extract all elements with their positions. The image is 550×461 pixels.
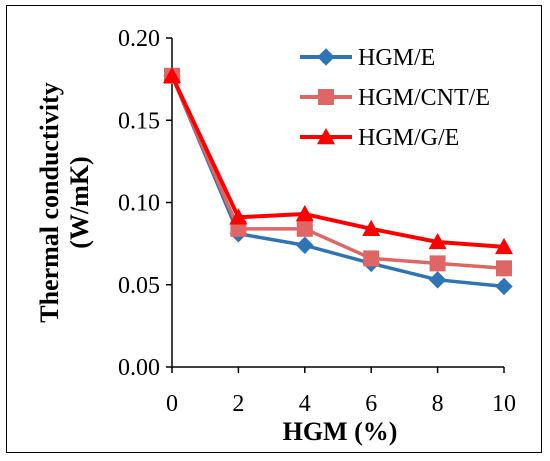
data-point bbox=[296, 220, 313, 237]
axes bbox=[166, 37, 505, 373]
axis-labels: 0.00 0.05 0.10 0.15 0.20 0 2 4 6 8 10 HGM (%) Therma… bbox=[35, 26, 516, 446]
x-tick-label: 8 bbox=[432, 391, 444, 417]
y-tick-label: 0.20 bbox=[118, 26, 160, 52]
legend-label: HGM/G/E bbox=[358, 125, 459, 151]
legend-marker bbox=[318, 89, 334, 105]
data-point bbox=[495, 237, 513, 255]
y-tick-label: 0.05 bbox=[118, 273, 160, 299]
legend-item: HGM/CNT/E bbox=[300, 85, 490, 111]
data-point bbox=[295, 205, 314, 222]
series-layer bbox=[163, 66, 513, 296]
x-tick-label: 6 bbox=[365, 391, 377, 417]
x-tick-label: 0 bbox=[166, 391, 178, 417]
y-tick-label: 0.10 bbox=[118, 191, 160, 217]
series-hgm-cnt-e bbox=[164, 67, 512, 277]
data-point bbox=[229, 208, 248, 225]
y-axis-title: Thermal conductivity(W/mK) bbox=[35, 82, 94, 323]
x-tick-label: 10 bbox=[492, 391, 516, 417]
data-point bbox=[429, 255, 446, 272]
data-point bbox=[296, 236, 314, 254]
data-point bbox=[496, 260, 512, 277]
legend-marker bbox=[317, 48, 335, 66]
legend-item: HGM/G/E bbox=[300, 125, 459, 151]
data-point bbox=[428, 232, 447, 250]
data-point bbox=[362, 219, 381, 237]
data-point bbox=[495, 277, 513, 296]
y-tick-label: 0.00 bbox=[118, 355, 160, 381]
legend-label: HGM/E bbox=[358, 45, 435, 71]
data-point bbox=[363, 250, 380, 267]
data-point bbox=[230, 220, 247, 237]
y-axis-title-line: Thermal conductivity bbox=[35, 82, 64, 323]
legend: HGM/E HGM/CNT/E HGM/G/E bbox=[300, 45, 490, 151]
series-hgm-g-e bbox=[163, 66, 513, 255]
y-tick-label: 0.15 bbox=[118, 108, 160, 134]
y-axis-title-line: (W/mK) bbox=[65, 156, 94, 248]
legend-label: HGM/CNT/E bbox=[358, 85, 490, 111]
x-tick-label: 2 bbox=[232, 391, 244, 417]
series-line bbox=[170, 74, 505, 249]
series-line bbox=[170, 75, 505, 271]
x-axis-title: HGM (%) bbox=[283, 417, 398, 446]
data-point bbox=[163, 66, 181, 84]
x-tick-label: 4 bbox=[299, 391, 311, 417]
data-point bbox=[428, 271, 447, 289]
legend-marker bbox=[317, 128, 335, 145]
legend-item: HGM/E bbox=[300, 45, 435, 71]
